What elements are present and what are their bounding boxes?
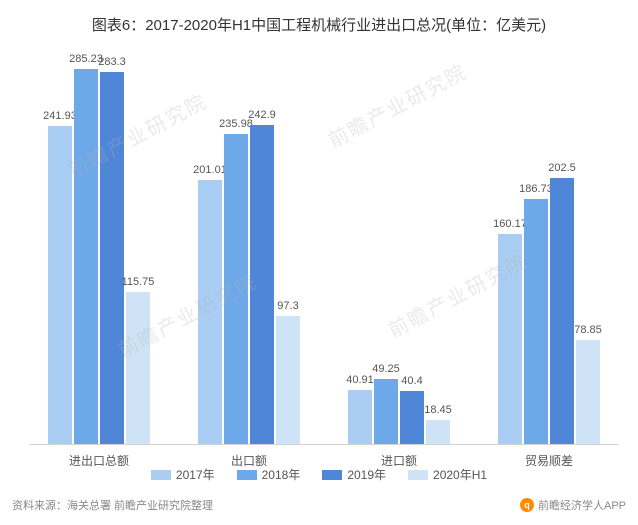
brand-label: 前瞻经济学人APP <box>538 497 626 513</box>
brand-attribution: q 前瞻经济学人APP <box>520 497 626 513</box>
legend-item: 2017年 <box>151 466 215 483</box>
bar-value-label: 283.3 <box>98 56 126 68</box>
bar-value-label: 40.4 <box>401 375 422 387</box>
legend-item: 2018年 <box>237 466 301 483</box>
bar: 78.85 <box>576 340 600 444</box>
brand-logo-icon: q <box>520 498 534 512</box>
bar: 285.23 <box>74 69 98 444</box>
legend-item: 2019年 <box>322 466 386 483</box>
bar-value-label: 241.93 <box>43 110 77 122</box>
bar-value-label: 242.9 <box>248 109 276 121</box>
legend-item: 2020年H1 <box>408 466 487 483</box>
bar-value-label: 78.85 <box>574 324 602 336</box>
bar: 202.5 <box>550 178 574 444</box>
bar-group: 40.9149.2540.418.45进口额 <box>348 50 450 444</box>
bar-value-label: 49.25 <box>372 363 400 375</box>
bar: 186.73 <box>524 199 548 444</box>
bar-value-label: 160.17 <box>493 218 527 230</box>
legend-label: 2019年 <box>347 466 386 483</box>
bar: 241.93 <box>48 126 72 444</box>
bar: 283.3 <box>100 72 124 444</box>
bar: 242.9 <box>250 125 274 444</box>
legend-label: 2020年H1 <box>433 466 487 483</box>
chart-legend: 2017年 2018年 2019年 2020年H1 <box>0 466 638 483</box>
bar-value-label: 201.01 <box>193 164 227 176</box>
bar-group: 201.01235.98242.997.3出口额 <box>198 50 300 444</box>
source-attribution: 资料来源：海关总署 前瞻产业研究院整理 <box>12 497 213 513</box>
chart-title: 图表6：2017-2020年H1中国工程机械行业进出口总况(单位：亿美元) <box>0 0 638 35</box>
bar: 18.45 <box>426 420 450 444</box>
bar-value-label: 202.5 <box>548 162 576 174</box>
legend-swatch-icon <box>151 470 171 480</box>
bar: 235.98 <box>224 134 248 444</box>
bar-value-label: 97.3 <box>277 300 298 312</box>
bar-group: 241.93285.23283.3115.75进出口总额 <box>48 50 150 444</box>
bar: 97.3 <box>276 316 300 444</box>
bar-value-label: 115.75 <box>122 276 155 288</box>
bar: 40.4 <box>400 391 424 444</box>
bar-group: 160.17186.73202.578.85贸易顺差 <box>498 50 600 444</box>
legend-swatch-icon <box>408 470 428 480</box>
legend-swatch-icon <box>237 470 257 480</box>
bar: 40.91 <box>348 390 372 444</box>
bar: 49.25 <box>374 379 398 444</box>
legend-swatch-icon <box>322 470 342 480</box>
bar: 160.17 <box>498 234 522 444</box>
bar-value-label: 18.45 <box>424 404 452 416</box>
legend-label: 2017年 <box>176 466 215 483</box>
bar-value-label: 186.73 <box>519 183 553 195</box>
legend-label: 2018年 <box>262 466 301 483</box>
chart-plot-area: 241.93285.23283.3115.75进出口总额 201.01235.98… <box>30 50 618 445</box>
bar: 201.01 <box>198 180 222 444</box>
bar: 115.75 <box>126 292 150 444</box>
bar-value-label: 40.91 <box>346 374 374 386</box>
